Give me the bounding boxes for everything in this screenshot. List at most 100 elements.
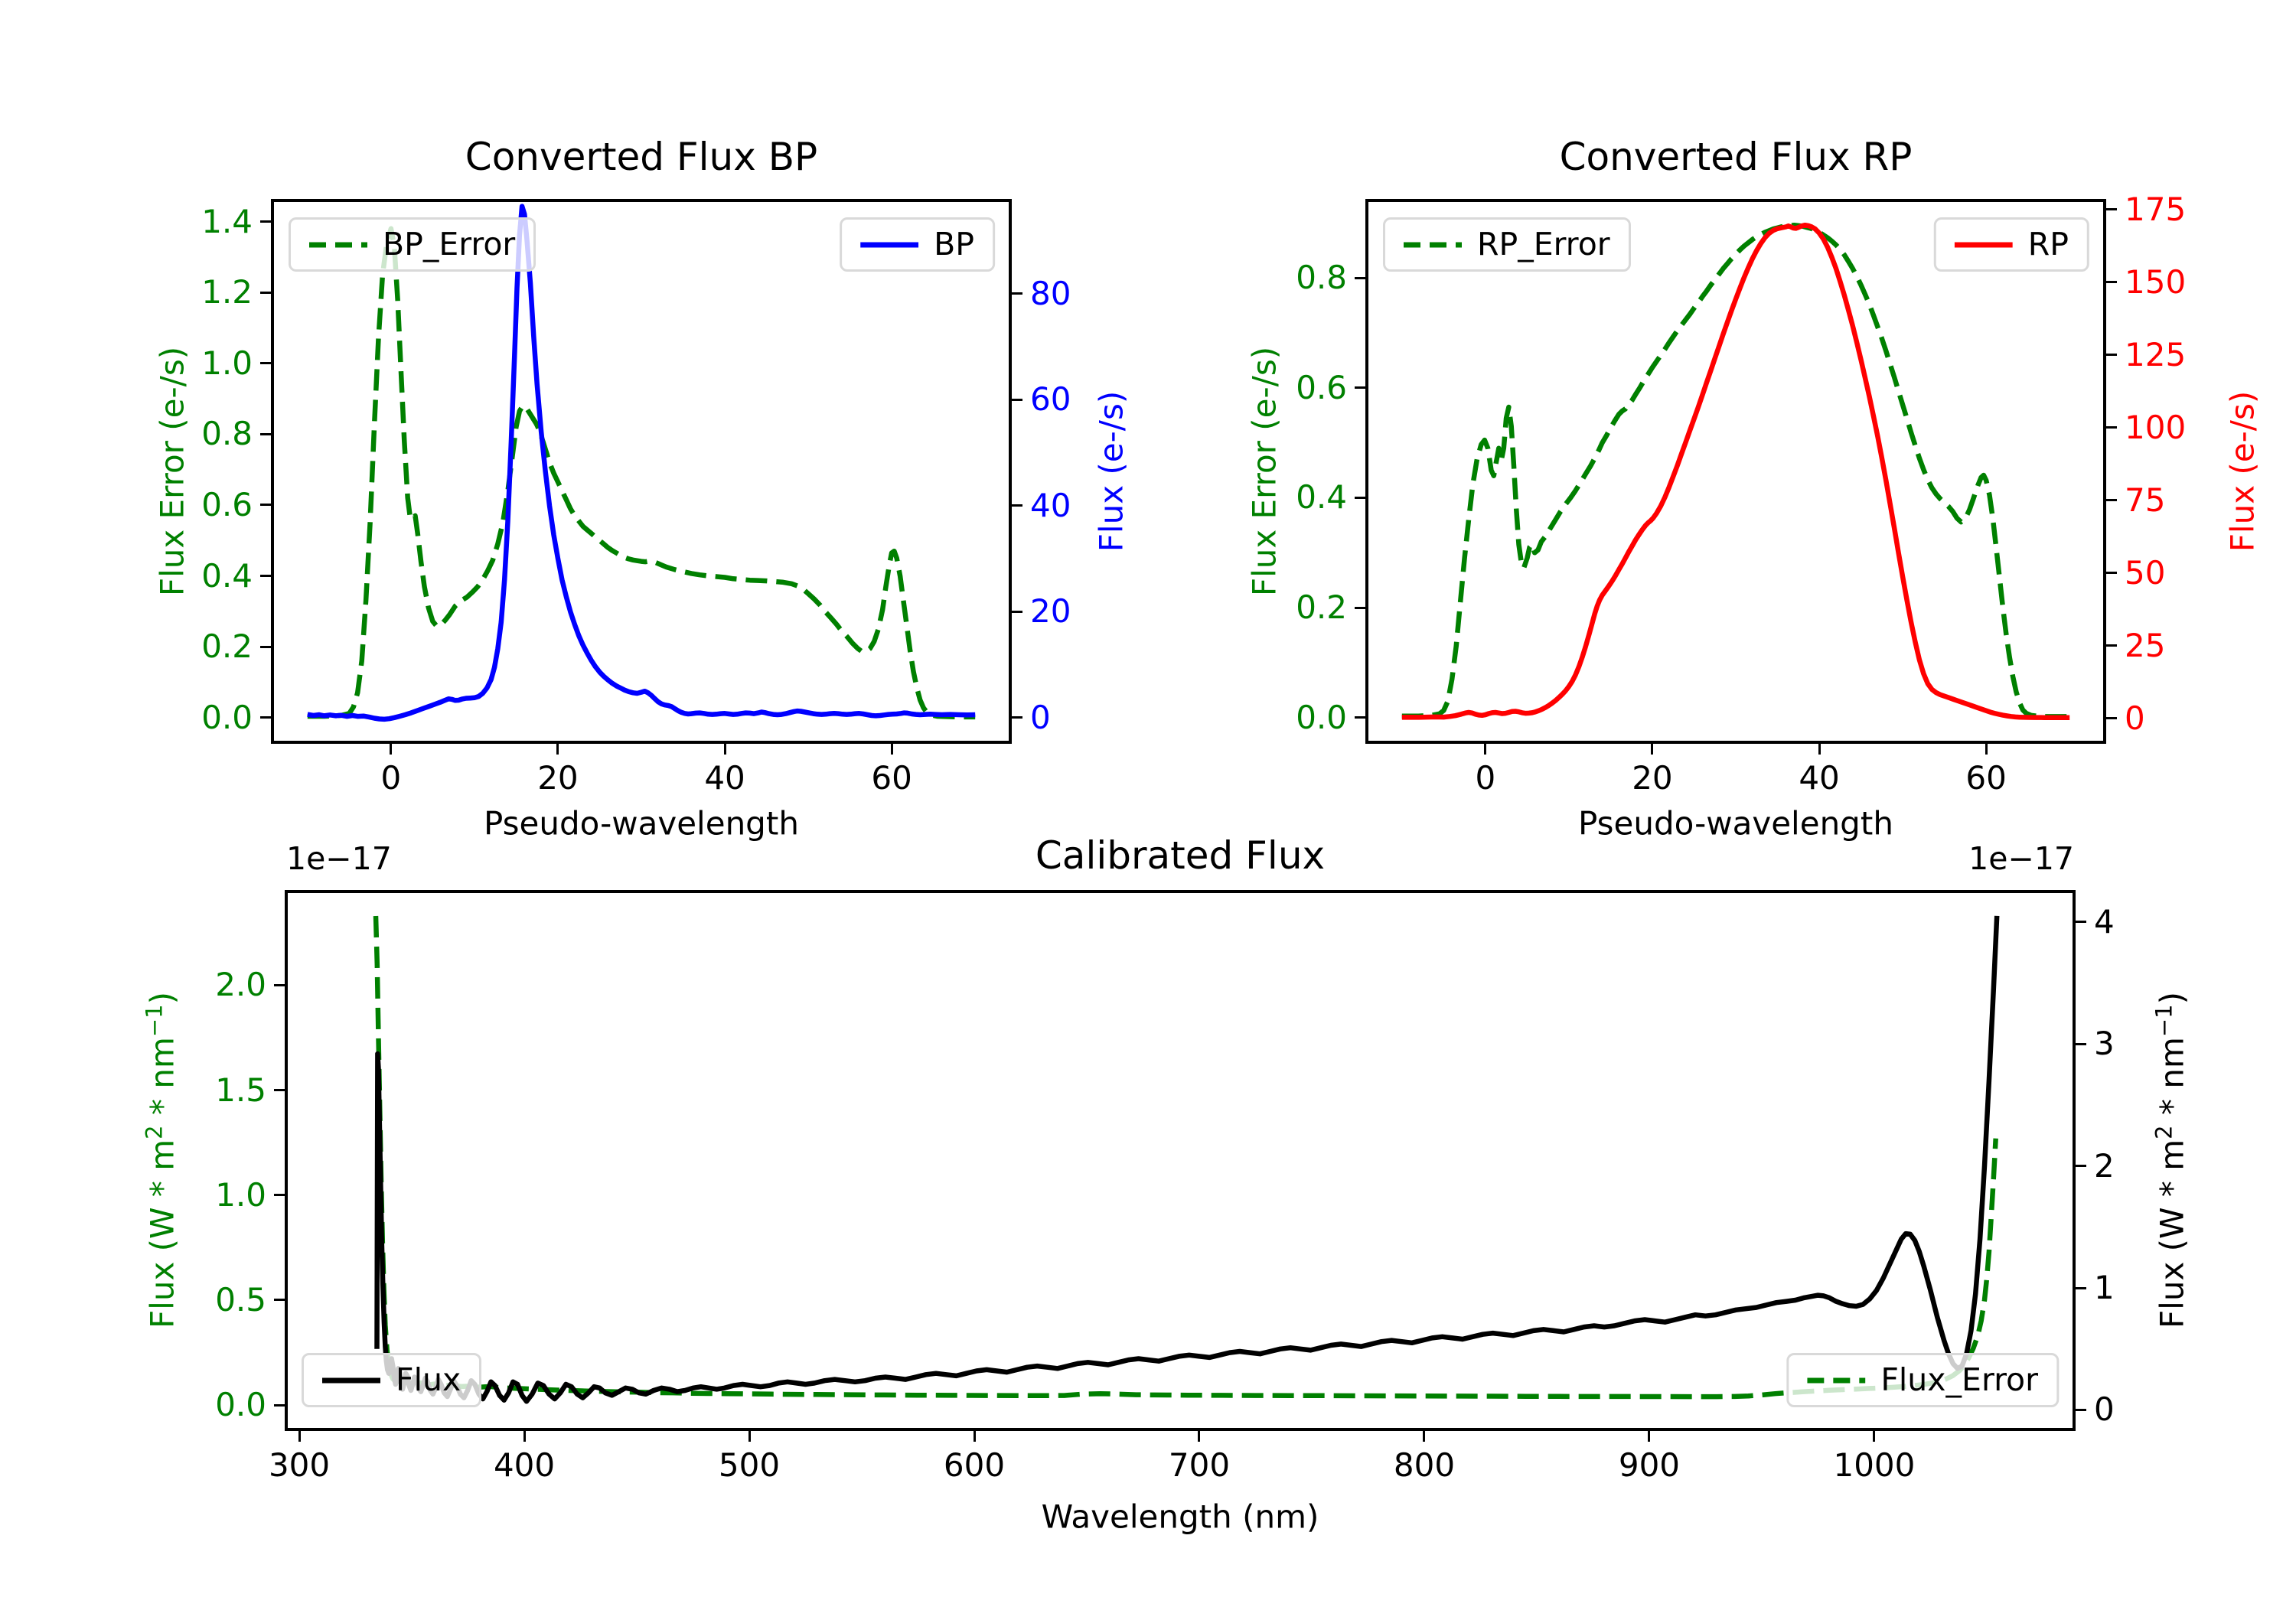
bp-yright-tick-label: 60 — [1030, 380, 1071, 419]
cal-ylabel-left-mid: * nm — [143, 1037, 181, 1126]
rp-yright-tick-label: 150 — [2125, 262, 2187, 301]
cal-yright-tick-mark — [2076, 921, 2086, 924]
rp-x-tick-mark — [1818, 744, 1821, 755]
bp-x-tick-mark — [390, 744, 393, 755]
bp-x-tick-label: 40 — [704, 759, 745, 797]
rp-yright-tick-mark — [2106, 354, 2117, 357]
bp-error-curve — [307, 226, 976, 720]
cal-yleft-tick-mark — [274, 1089, 285, 1092]
cal-x-tick-mark — [523, 1431, 526, 1442]
legend-flux-label: Flux — [396, 1361, 461, 1398]
cal-ylabel-left-end: ) — [143, 991, 181, 1005]
cal-ylabel-left-text: Flux (W * m — [143, 1139, 181, 1329]
rp-x-tick-mark — [1651, 744, 1654, 755]
cal-x-tick-label: 300 — [268, 1446, 331, 1484]
cal-x-tick-mark — [1198, 1431, 1201, 1442]
rp-x-tick-label: 0 — [1475, 759, 1496, 797]
rp-yleft-tick-label: 0.0 — [1296, 698, 1347, 736]
cal-x-tick-label: 1000 — [1833, 1446, 1916, 1484]
cal-yleft-tick-label: 1.5 — [215, 1071, 266, 1109]
rp-yright-tick-label: 50 — [2125, 553, 2166, 592]
bp-x-tick-label: 60 — [871, 759, 912, 797]
cal-x-tick-label: 400 — [493, 1446, 556, 1484]
legend-bp-error-label: BP_Error — [383, 226, 516, 262]
cal-plot-area — [373, 915, 2000, 1404]
rp-x-tick-label: 20 — [1632, 759, 1673, 797]
cal-yleft-tick-mark — [274, 1299, 285, 1302]
cal-xlabel: Wavelength (nm) — [1041, 1498, 1319, 1536]
cal-yright-tick-mark — [2076, 1408, 2086, 1411]
rp-yright-tick-mark — [2106, 208, 2117, 211]
flux-error-curve — [373, 915, 1998, 1400]
rp-x-tick-label: 40 — [1799, 759, 1840, 797]
legend-rp-label: RP — [2027, 226, 2069, 262]
bp-curve — [307, 204, 976, 722]
cal-yright-tick-mark — [2076, 1286, 2086, 1289]
subplot-converted-flux-rp: 0 20 40 60 0.0 0.2 0.4 0.6 0.8 0 25 50 75 100 125 150 17… — [1296, 193, 2186, 794]
bp-yleft-tick-mark — [260, 504, 271, 507]
bp-legend-line-icon — [860, 242, 919, 247]
cal-yleft-tick-label: 0.0 — [215, 1386, 266, 1424]
bp-yleft-tick-mark — [260, 432, 271, 435]
bp-x-tick-label: 0 — [380, 759, 402, 797]
rp-ylabel-right: Flux (e-/s) — [2223, 390, 2262, 553]
legend-flux: Flux — [302, 1353, 482, 1407]
rp-yleft-tick-label: 0.6 — [1296, 368, 1347, 406]
rp-yleft-tick-mark — [1355, 386, 1365, 390]
rp-yright-tick-label: 175 — [2125, 190, 2187, 228]
rp-legend-line-icon — [1954, 242, 2013, 247]
rp-yright-tick-label: 25 — [2125, 626, 2166, 664]
bp-yleft-tick-mark — [260, 645, 271, 648]
cal-x-tick-mark — [1648, 1431, 1651, 1442]
rp-ylabel-left: Flux Error (e-/s) — [1245, 346, 1283, 597]
bp-title: Converted Flux BP — [465, 135, 818, 179]
bp-plot-area — [307, 204, 976, 722]
subplot-converted-flux-bp: 0 20 40 60 0.0 0.2 0.4 0.6 0.8 1.0 1.2 1.4 0 20 40 60 80 — [201, 199, 1071, 794]
legend-rp-error-label: RP_Error — [1477, 226, 1610, 262]
flux-error-legend-line-icon — [1807, 1377, 1866, 1383]
rp-yright-tick-mark — [2106, 426, 2117, 429]
legend-bp-error: BP_Error — [289, 217, 536, 272]
cal-ylabel-right-sup1: 2 — [2151, 1125, 2177, 1139]
cal-yleft-tick-mark — [274, 1194, 285, 1197]
cal-yright-tick-mark — [2076, 1165, 2086, 1168]
bp-error-legend-line-icon — [309, 242, 367, 247]
rp-yright-tick-label: 75 — [2125, 481, 2166, 519]
cal-yright-tick-label: 3 — [2094, 1025, 2115, 1063]
rp-title: Converted Flux RP — [1559, 135, 1913, 179]
rp-yleft-tick-mark — [1355, 496, 1365, 499]
bp-x-tick-label: 20 — [537, 759, 579, 797]
cal-yright-tick-label: 1 — [2094, 1269, 2115, 1307]
bp-yright-tick-label: 0 — [1030, 698, 1051, 736]
bp-yright-tick-mark — [1012, 292, 1022, 295]
cal-ylabel-right-sup2: −1 — [2151, 1004, 2177, 1038]
bp-yleft-tick-mark — [260, 220, 271, 223]
rp-yright-tick-mark — [2106, 499, 2117, 502]
subplot-calibrated-flux: 300 400 500 600 700 800 900 1000 0.0 0.5 1.0 1.5 2.0… — [215, 890, 2115, 1482]
cal-yleft-tick-label: 2.0 — [215, 966, 266, 1004]
flux-legend-line-icon — [322, 1377, 380, 1383]
bp-x-tick-mark — [723, 744, 726, 755]
rp-yright-tick-label: 0 — [2125, 699, 2145, 737]
bp-ylabel-right: Flux (e-/s) — [1092, 390, 1130, 553]
rp-yleft-tick-mark — [1355, 716, 1365, 719]
cal-yright-tick-label: 2 — [2094, 1146, 2115, 1185]
cal-ylabel-left-sup2: −1 — [141, 1004, 168, 1038]
rp-yright-tick-label: 100 — [2125, 408, 2187, 446]
rp-error-legend-line-icon — [1404, 242, 1462, 247]
bp-yright-tick-label: 40 — [1030, 486, 1071, 524]
cal-ylabel-right: Flux (W * m2 * nm−1) — [2151, 992, 2191, 1328]
bp-x-tick-mark — [890, 744, 893, 755]
bp-yright-tick-mark — [1012, 504, 1022, 507]
legend-flux-error: Flux_Error — [1786, 1353, 2059, 1407]
bp-yright-tick-mark — [1012, 398, 1022, 401]
bp-yleft-tick-label: 0.4 — [201, 556, 253, 595]
legend-rp-error: RP_Error — [1383, 217, 1631, 272]
bp-yleft-tick-label: 1.2 — [201, 273, 253, 311]
cal-x-tick-label: 900 — [1618, 1446, 1681, 1484]
cal-x-tick-label: 700 — [1168, 1446, 1231, 1484]
cal-ylabel-left-sup1: 2 — [141, 1125, 168, 1139]
bp-yleft-tick-label: 0.8 — [201, 415, 253, 453]
cal-offset-left: 1e−17 — [286, 840, 392, 877]
rp-yleft-tick-label: 0.4 — [1296, 478, 1347, 517]
